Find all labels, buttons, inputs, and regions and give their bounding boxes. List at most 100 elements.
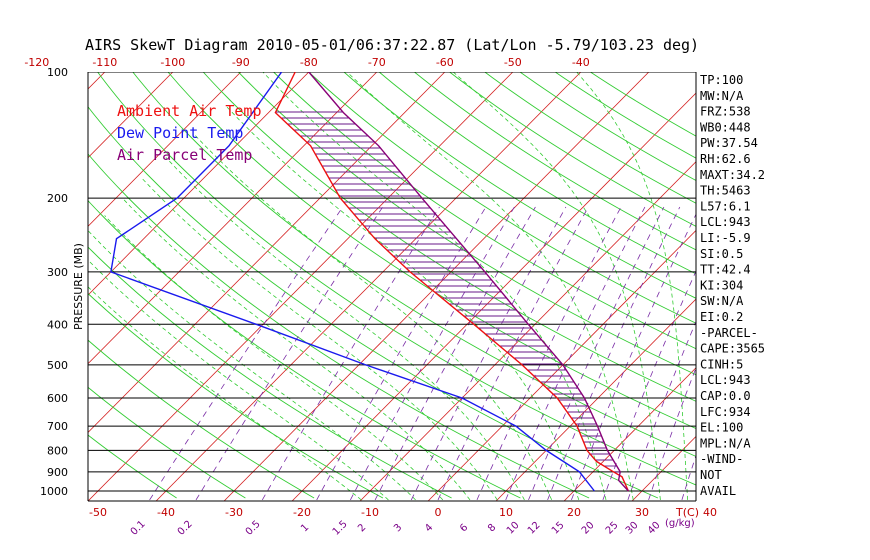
index-wb0: WB0:448	[700, 120, 751, 134]
dry-adiabat-line	[88, 292, 384, 499]
chart-title: AIRS SkewT Diagram 2010-05-01/06:37:22.8…	[85, 36, 699, 54]
mixing-ratio-tick-label: 0.1	[129, 519, 148, 538]
isotherm-line	[563, 367, 696, 501]
index-l57: L57:6.1	[700, 199, 751, 213]
dry-adiabat-line	[88, 153, 590, 499]
dry-adiabat-line	[308, 72, 696, 324]
dry-adiabat-line	[343, 72, 696, 299]
isotherm-line	[88, 72, 378, 365]
bottom-temp-tick-label: 20	[567, 506, 581, 519]
moist-adiabat-line	[262, 72, 607, 500]
dry-adiabat-line	[167, 72, 696, 430]
series-line-air-parcel-temp	[308, 72, 629, 492]
index-cap: CAP:0.0	[700, 389, 751, 403]
mixing-ratio-unit-label: (g/kg)	[665, 518, 695, 529]
dry-adiabat-line	[519, 72, 696, 181]
moist-adiabat-line	[88, 286, 362, 501]
legend-item: Air Parcel Temp	[117, 146, 252, 164]
index-pw: PW:37.54	[700, 136, 758, 150]
mixing-ratio-line	[374, 206, 536, 501]
legend: Ambient Air Temp Dew Point Temp Air Parcel…	[117, 102, 262, 164]
index-lcl: LCL:943	[700, 215, 751, 229]
isotherm-line	[88, 72, 514, 501]
mixing-ratio-tick-label: 2	[356, 522, 368, 534]
isotherm-line	[836, 72, 870, 501]
isotherm-line	[88, 72, 106, 90]
mixing-ratio-line	[476, 206, 622, 501]
mixing-ratio-tick-label: 1.5	[331, 519, 350, 538]
moist-adiabat-line	[122, 197, 471, 501]
pressure-tick-label: 900	[47, 466, 68, 479]
mixing-ratio-tick-label: 6	[458, 522, 470, 534]
mixing-ratio-line	[505, 206, 646, 501]
pressure-tick-label: 300	[47, 266, 68, 279]
mixing-ratio-line	[528, 206, 665, 501]
moist-adiabat-line	[142, 178, 498, 501]
dry-adiabat-line	[238, 72, 696, 376]
mixing-ratio-tick-label: 0.5	[244, 519, 263, 538]
dry-adiabat-line	[484, 72, 696, 204]
mixing-ratio-tick-label: 15	[550, 520, 567, 537]
mixing-ratio-line	[437, 206, 589, 501]
top-temp-tick-label: -80	[300, 56, 318, 69]
mixing-ratio-line	[195, 206, 384, 501]
dry-adiabat-line	[202, 72, 696, 402]
sounding-curves	[110, 72, 630, 492]
mixing-ratio-line	[410, 206, 567, 501]
dry-adiabat-line	[88, 200, 521, 499]
index-wind-header: -WIND-	[700, 452, 743, 466]
mixing-ratio-line	[547, 206, 681, 501]
index-frz: FRZ:538	[700, 105, 751, 119]
index-el: EL:100	[700, 421, 743, 435]
dry-adiabat-line	[273, 72, 696, 350]
bottom-temp-tick-label: -30	[225, 506, 243, 519]
mixing-ratio-line	[627, 320, 696, 501]
isotherm-line	[88, 72, 310, 296]
series-line-ambient-air-temp	[274, 72, 630, 492]
dry-adiabat-line	[449, 72, 696, 227]
dry-adiabat-line	[88, 246, 452, 499]
top-temp-tick-label: -90	[232, 56, 250, 69]
bottom-temp-tick-label: 10	[499, 506, 513, 519]
top-temp-tick-label: -60	[436, 56, 454, 69]
index-tp: TP:100	[700, 73, 743, 87]
plot-frame	[87, 72, 697, 502]
isotherm-line	[768, 72, 870, 501]
isotherm-line	[291, 92, 696, 501]
top-temp-tick-label: -110	[92, 56, 117, 69]
top-temp-tick-label: -70	[368, 56, 386, 69]
pressure-tick-label: 800	[47, 444, 68, 457]
index-tt: TT:42.4	[700, 263, 751, 277]
mixing-ratio-tick-label: 1	[299, 522, 311, 534]
mixing-ratio-line	[261, 206, 440, 501]
legend-item: Dew Point Temp	[117, 124, 243, 142]
bottom-temp-tick-label: 0	[435, 506, 442, 519]
pressure-tick-label: 100	[47, 66, 68, 79]
mixing-ratio-tick-label: 8	[486, 522, 498, 534]
mixing-ratio-line	[316, 206, 487, 501]
top-temp-tick-label: -100	[160, 56, 185, 69]
index-mw: MW:N/A	[700, 89, 744, 103]
moist-adiabat-line	[346, 72, 634, 500]
isotherm-line	[88, 72, 242, 227]
mixing-ratio-tick-label: 25	[604, 520, 621, 537]
mixing-ratio-line	[602, 270, 696, 501]
moist-adiabat-line	[88, 231, 416, 501]
dry-adiabat-line	[97, 72, 696, 486]
index-li: LI:-5.9	[700, 231, 751, 245]
index-ki: KI:304	[700, 278, 743, 292]
mixing-ratio-tick-label: 30	[624, 520, 641, 537]
index-wind-avail: AVAIL	[700, 484, 736, 498]
pressure-tick-label: 400	[47, 318, 68, 331]
mixing-ratio-tick-label: 0.2	[176, 519, 195, 538]
pressure-tick-label: 600	[47, 392, 68, 405]
isotherm-line	[88, 72, 174, 159]
index-sw: SW:N/A	[700, 294, 744, 308]
mixing-ratio-tick-label: 4	[423, 522, 435, 534]
bottom-temp-tick-label: -50	[89, 506, 107, 519]
isotherm-line	[223, 72, 650, 501]
temp-unit-label: T(C)	[675, 506, 699, 519]
mixing-ratio-line	[648, 366, 696, 501]
grid-lines	[88, 72, 870, 501]
